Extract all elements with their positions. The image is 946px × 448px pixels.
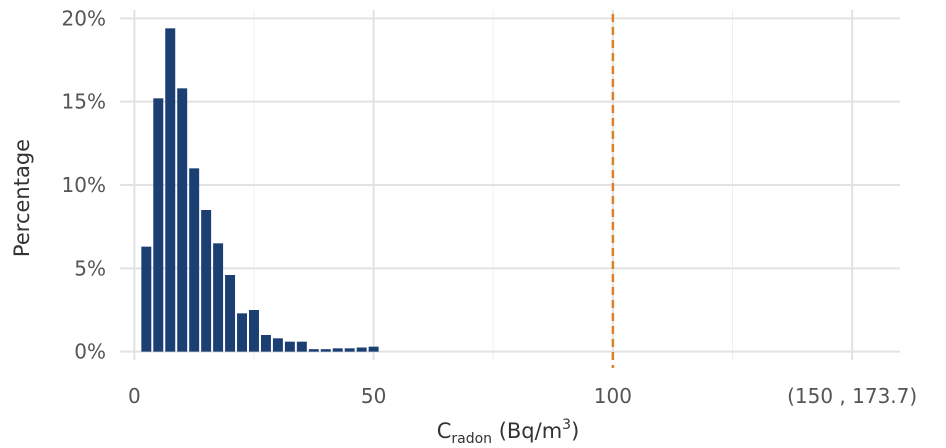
x-tick-label-2: 100 [594, 384, 632, 408]
histogram-bar-7 [225, 275, 236, 352]
x-tick-label-3: (150 , 173.7) [787, 384, 917, 408]
histogram-bar-17 [344, 348, 355, 352]
y-tick-label-4: 20% [62, 6, 106, 30]
histogram-bar-5 [201, 210, 212, 352]
x-axis-title-main: C [437, 419, 452, 443]
histogram-bar-18 [356, 347, 367, 352]
histogram-bar-19 [368, 346, 379, 352]
histogram-bar-4 [189, 168, 200, 352]
grid-layer [120, 10, 900, 360]
x-tick-label-1: 50 [361, 384, 386, 408]
histogram-bar-2 [165, 28, 176, 352]
x-axis-title-subscript: radon [451, 431, 492, 447]
x-axis-title-unit: (Bq/m [492, 419, 562, 443]
x-tick-label-0: 0 [128, 384, 141, 408]
histogram-bar-10 [260, 335, 271, 352]
x-axis-title: Cradon (Bq/m3) [437, 417, 580, 447]
histogram-bar-11 [272, 338, 283, 352]
histogram-bar-9 [249, 310, 259, 352]
histogram-bar-8 [237, 313, 248, 352]
y-tick-labels: 0% 5% 10% 15% 20% [62, 6, 106, 363]
bars-layer [141, 28, 379, 352]
histogram-bar-13 [296, 341, 307, 352]
y-tick-label-1: 5% [74, 256, 106, 280]
histogram-bar-3 [177, 88, 188, 352]
histogram-bar-1 [153, 98, 164, 352]
y-tick-label-2: 10% [62, 173, 106, 197]
x-axis-title-close: ) [571, 419, 579, 443]
histogram-bar-6 [213, 243, 224, 352]
histogram-bar-16 [332, 348, 343, 352]
y-tick-label-3: 15% [62, 90, 106, 114]
y-tick-label-0: 0% [74, 340, 106, 364]
histogram-bar-15 [320, 349, 331, 352]
y-axis-title: Percentage [10, 139, 34, 257]
histogram-bar-12 [284, 341, 295, 352]
x-axis-title-superscript: 3 [562, 417, 571, 433]
histogram-bar-14 [308, 349, 319, 352]
x-tick-labels: 0 50 100 (150 , 173.7) [128, 384, 917, 408]
histogram-bar-0 [141, 246, 152, 352]
